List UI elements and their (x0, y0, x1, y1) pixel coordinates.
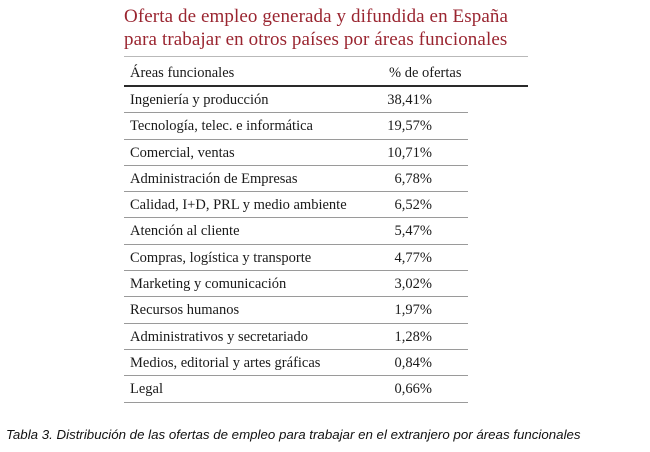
row-area: Comercial, ventas (130, 144, 235, 161)
table-row: Tecnología, telec. e informática 19,57% (124, 113, 468, 140)
table-title: Oferta de empleo generada y difundida en… (124, 5, 544, 51)
table-row: Legal 0,66% (124, 376, 468, 403)
row-area: Tecnología, telec. e informática (130, 118, 313, 135)
row-percent: 10,71% (387, 144, 432, 161)
header-areas: Áreas funcionales (130, 65, 235, 81)
row-percent: 0,84% (394, 354, 432, 371)
table-row: Medios, editorial y artes gráficas 0,84% (124, 350, 468, 377)
table-header: Áreas funcionales % de ofertas (124, 62, 528, 87)
row-percent: 1,97% (394, 302, 432, 319)
header-percent: % de ofertas (389, 65, 462, 81)
row-percent: 0,66% (394, 381, 432, 398)
row-percent: 1,28% (394, 328, 432, 345)
row-area: Atención al cliente (130, 223, 240, 240)
table-row: Recursos humanos 1,97% (124, 297, 468, 324)
row-percent: 6,78% (394, 170, 432, 187)
table-row: Comercial, ventas 10,71% (124, 140, 468, 166)
table-row: Calidad, I+D, PRL y medio ambiente 6,52% (124, 192, 468, 219)
row-area: Administración de Empresas (130, 170, 298, 187)
row-area: Legal (130, 381, 164, 398)
row-area: Recursos humanos (130, 302, 240, 319)
row-percent: 3,02% (394, 276, 432, 293)
table-row: Atención al cliente 5,47% (124, 218, 468, 245)
table-title-line-1: Oferta de empleo generada y difundida en… (124, 6, 509, 27)
table-caption: Tabla 3. Distribución de las ofertas de … (6, 427, 581, 442)
row-area: Calidad, I+D, PRL y medio ambiente (130, 197, 347, 214)
table-title-line-2: para trabajar en otros países por áreas … (124, 29, 508, 50)
row-percent: 4,77% (394, 249, 432, 266)
table-row: Ingeniería y producción 38,41% (124, 87, 468, 114)
table-body: Ingeniería y producción 38,41% Tecnologí… (124, 87, 468, 403)
row-percent: 38,41% (387, 92, 432, 108)
row-area: Administrativos y secretariado (130, 328, 308, 345)
row-area: Medios, editorial y artes gráficas (130, 354, 321, 371)
table-row: Administrativos y secretariado 1,28% (124, 324, 468, 350)
title-divider (124, 56, 528, 57)
row-percent: 5,47% (394, 223, 432, 240)
row-area: Compras, logística y transporte (130, 249, 312, 266)
table-row: Marketing y comunicación 3,02% (124, 271, 468, 298)
row-percent: 19,57% (387, 118, 432, 135)
table-row: Compras, logística y transporte 4,77% (124, 245, 468, 272)
row-percent: 6,52% (394, 197, 432, 214)
offers-table: Áreas funcionales % de ofertas Ingenierí… (124, 62, 528, 403)
row-area: Ingeniería y producción (130, 92, 269, 108)
table-row: Administración de Empresas 6,78% (124, 166, 468, 193)
row-area: Marketing y comunicación (130, 276, 287, 293)
